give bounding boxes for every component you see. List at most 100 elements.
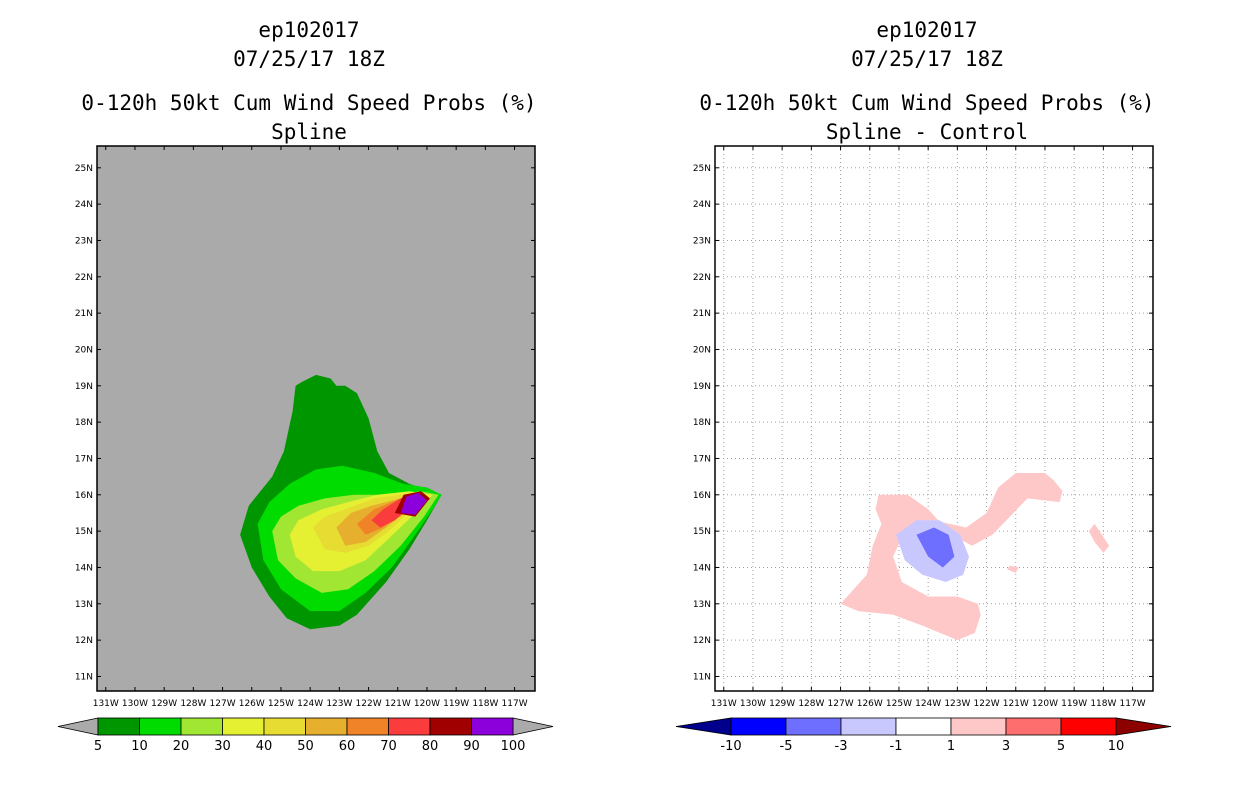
colorbar-swatch: [429, 717, 472, 736]
colorbar-low-extend: [57, 717, 99, 736]
y-tick-label: 21N: [693, 309, 711, 319]
left-title-id: ep102017: [258, 18, 360, 42]
y-tick-label: 24N: [75, 200, 93, 210]
plot-frame: [96, 145, 536, 692]
x-tick-label: 118W: [472, 699, 498, 709]
y-tick-label: 23N: [693, 236, 711, 246]
colorbar-swatch: [785, 717, 842, 736]
right-title-product: 0-120h 50kt Cum Wind Speed Probs (%): [699, 91, 1155, 115]
right-title-date: 07/25/17 18Z: [851, 47, 1003, 71]
x-tick-label: 129W: [151, 699, 177, 709]
colorbar-label: 70: [380, 739, 397, 754]
x-tick-label: 121W: [1003, 699, 1029, 709]
colorbar-swatch: [730, 717, 787, 736]
y-tick-label: 20N: [693, 345, 711, 355]
y-tick-label: 24N: [693, 200, 711, 210]
x-tick-label: 122W: [356, 699, 382, 709]
colorbar-label: 5: [1057, 739, 1065, 754]
y-tick-label: 11N: [75, 672, 93, 682]
x-tick-label: 124W: [915, 699, 941, 709]
colorbar-swatch: [895, 717, 952, 736]
contour-level-1: [1007, 565, 1019, 573]
y-tick-label: 25N: [693, 164, 711, 174]
y-tick-label: 22N: [693, 273, 711, 283]
panel-0: 11N 12N 13N 14N 15N 16N 17N 18N 19N 20N 21N 22N 23N 2…: [57, 145, 554, 754]
x-tick-label: 119W: [443, 699, 469, 709]
left-title-product: 0-120h 50kt Cum Wind Speed Probs (%): [81, 91, 537, 115]
y-tick-label: 12N: [75, 636, 93, 646]
colorbar-label: -10: [720, 739, 741, 754]
colorbar-swatch: [1005, 717, 1062, 736]
colorbar-low-extend: [675, 717, 732, 736]
y-tick-label: 18N: [75, 418, 93, 428]
colorbar-label: 1: [947, 739, 955, 754]
y-tick-label: 15N: [693, 527, 711, 537]
y-tick-label: 23N: [75, 236, 93, 246]
y-tick-label: 22N: [75, 273, 93, 283]
colorbar-swatch: [97, 717, 140, 736]
left-title-method: Spline: [271, 120, 347, 144]
colorbar-swatch: [139, 717, 182, 736]
x-tick-label: 123W: [326, 699, 352, 709]
x-tick-label: 123W: [944, 699, 970, 709]
contour-level-1: [1088, 523, 1110, 553]
x-tick-label: 125W: [886, 699, 912, 709]
x-tick-label: 131W: [711, 699, 737, 709]
colorbar-label: -5: [780, 739, 793, 754]
x-tick-label: 121W: [385, 699, 411, 709]
colorbar-label: 20: [173, 739, 190, 754]
y-tick-label: 14N: [75, 563, 93, 573]
x-tick-label: 120W: [414, 699, 440, 709]
colorbar-high-extend: [1115, 717, 1172, 736]
colorbar-high-extend: [512, 717, 554, 736]
x-tick-label: 117W: [1120, 699, 1146, 709]
x-tick-label: 126W: [239, 699, 265, 709]
x-tick-label: 129W: [769, 699, 795, 709]
contour-level-1: [840, 473, 1063, 641]
colorbar-swatch: [950, 717, 1007, 736]
y-tick-label: 15N: [75, 527, 93, 537]
colorbar-label: -1: [890, 739, 903, 754]
colorbar-swatch: [346, 717, 389, 736]
y-tick-label: 17N: [75, 454, 93, 464]
y-tick-label: 13N: [693, 600, 711, 610]
colorbar-swatch: [263, 717, 306, 736]
y-tick-label: 19N: [75, 382, 93, 392]
y-tick-label: 16N: [693, 491, 711, 501]
plot-frame: [714, 145, 1154, 692]
contour-level-neg3: [916, 527, 955, 568]
colorbar-swatch: [471, 717, 514, 736]
x-tick-label: 128W: [798, 699, 824, 709]
y-tick-label: 21N: [75, 309, 93, 319]
y-tick-label: 13N: [75, 600, 93, 610]
x-tick-label: 127W: [210, 699, 236, 709]
x-tick-label: 120W: [1032, 699, 1058, 709]
colorbar-label: 10: [131, 739, 148, 754]
x-tick-label: 117W: [502, 699, 528, 709]
right-title-id: ep102017: [876, 18, 978, 42]
colorbar-label: 80: [422, 739, 439, 754]
right-title-method: Spline - Control: [825, 120, 1029, 144]
y-tick-label: 12N: [693, 636, 711, 646]
y-tick-label: 11N: [693, 672, 711, 682]
colorbar-swatch: [388, 717, 431, 736]
colorbar-swatch: [305, 717, 348, 736]
x-tick-label: 130W: [740, 699, 766, 709]
y-tick-label: 25N: [75, 164, 93, 174]
colorbar-label: 50: [297, 739, 314, 754]
y-tick-label: 17N: [693, 454, 711, 464]
y-tick-label: 20N: [75, 345, 93, 355]
x-tick-label: 125W: [268, 699, 294, 709]
contour-level-90: [400, 493, 427, 515]
colorbar-label: 30: [214, 739, 231, 754]
x-tick-label: 122W: [974, 699, 1000, 709]
colorbar-swatch: [222, 717, 265, 736]
x-tick-label: 118W: [1090, 699, 1116, 709]
y-tick-label: 18N: [693, 418, 711, 428]
y-tick-label: 19N: [693, 382, 711, 392]
colorbar-swatch: [840, 717, 897, 736]
x-tick-label: 130W: [122, 699, 148, 709]
x-tick-label: 126W: [857, 699, 883, 709]
colorbar-label: 3: [1002, 739, 1010, 754]
